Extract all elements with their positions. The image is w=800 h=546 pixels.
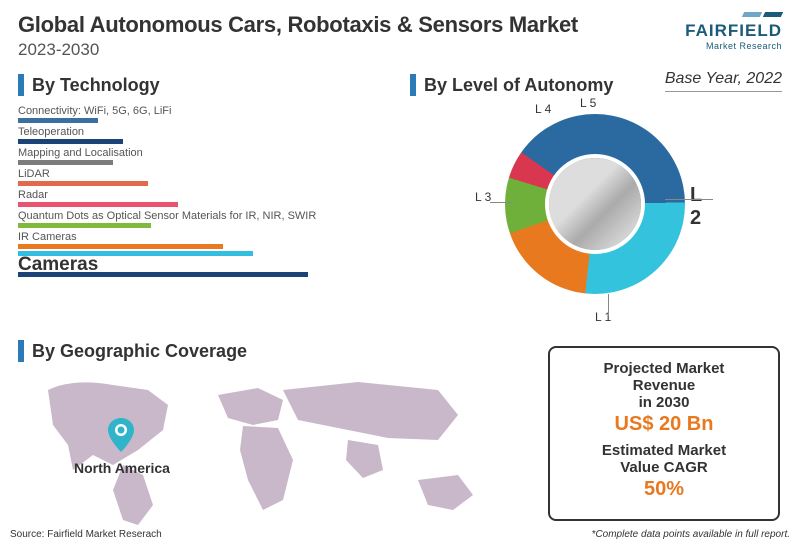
- logo-subtitle: Market Research: [685, 41, 782, 51]
- brand-logo: FAIRFIELD Market Research: [685, 12, 782, 51]
- by-autonomy-title: By Level of Autonomy: [410, 74, 780, 96]
- bar-fill: [18, 244, 223, 249]
- world-map: North America: [18, 370, 498, 530]
- bar-label: IR Cameras: [18, 230, 408, 244]
- source-text: Source: Fairfield Market Reserach: [10, 529, 162, 540]
- technology-bars: Connectivity: WiFi, 5G, 6G, LiFi Teleoper…: [18, 104, 408, 277]
- bar-fill: [18, 118, 98, 123]
- donut-label-l4: L 4: [535, 102, 551, 116]
- bar-fill: [18, 181, 148, 186]
- bar-row: IR Cameras: [18, 230, 408, 249]
- map-pin-icon: [108, 418, 134, 457]
- donut-label-l2: L 2: [690, 184, 710, 230]
- footnote-text: *Complete data points available in full …: [592, 529, 790, 540]
- donut-label-l5: L 5: [580, 96, 596, 110]
- bar-label: Mapping and Localisation: [18, 146, 408, 160]
- page-title: Global Autonomous Cars, Robotaxis & Sens…: [18, 12, 578, 38]
- region-label: North America: [74, 460, 170, 476]
- by-geography-title: By Geographic Coverage: [18, 340, 518, 362]
- bar-label: Quantum Dots as Optical Sensor Materials…: [18, 209, 408, 223]
- bar-label: Radar: [18, 188, 408, 202]
- donut-label-l3: L 3: [475, 190, 491, 204]
- bar-label: Teleoperation: [18, 125, 408, 139]
- cagr-label-1: Estimated Market: [560, 442, 768, 459]
- projected-revenue-value: US$ 20 Bn: [560, 413, 768, 436]
- donut-center-image: [545, 154, 645, 254]
- bar-row: Connectivity: WiFi, 5G, 6G, LiFi: [18, 104, 408, 123]
- bar-row: Mapping and Localisation: [18, 146, 408, 165]
- bar-label: Connectivity: WiFi, 5G, 6G, LiFi: [18, 104, 408, 118]
- projected-revenue-label-1: Projected Market: [560, 360, 768, 377]
- bar-label: Cameras: [18, 258, 408, 272]
- projected-revenue-label-2: Revenue: [560, 377, 768, 394]
- revenue-callout: Projected Market Revenue in 2030 US$ 20 …: [548, 346, 780, 521]
- bar-row: Quantum Dots as Optical Sensor Materials…: [18, 209, 408, 228]
- cagr-value: 50%: [560, 478, 768, 501]
- bar-fill: [18, 202, 178, 207]
- cagr-label-2: Value CAGR: [560, 459, 768, 476]
- bar-row: Teleoperation: [18, 125, 408, 144]
- bar-fill: [18, 139, 123, 144]
- projected-revenue-label-3: in 2030: [560, 394, 768, 411]
- bar-fill: [18, 223, 151, 228]
- bar-fill: [18, 160, 113, 165]
- year-range: 2023-2030: [18, 40, 578, 60]
- by-technology-title: By Technology: [18, 74, 408, 96]
- bar-label: LiDAR: [18, 167, 408, 181]
- bar-row: Radar: [18, 188, 408, 207]
- logo-text: FAIRFIELD: [685, 21, 782, 41]
- autonomy-donut: L 2L 1L 3L 4L 5: [480, 104, 710, 334]
- bar-row: LiDAR: [18, 167, 408, 186]
- bar-row: Cameras: [18, 258, 408, 277]
